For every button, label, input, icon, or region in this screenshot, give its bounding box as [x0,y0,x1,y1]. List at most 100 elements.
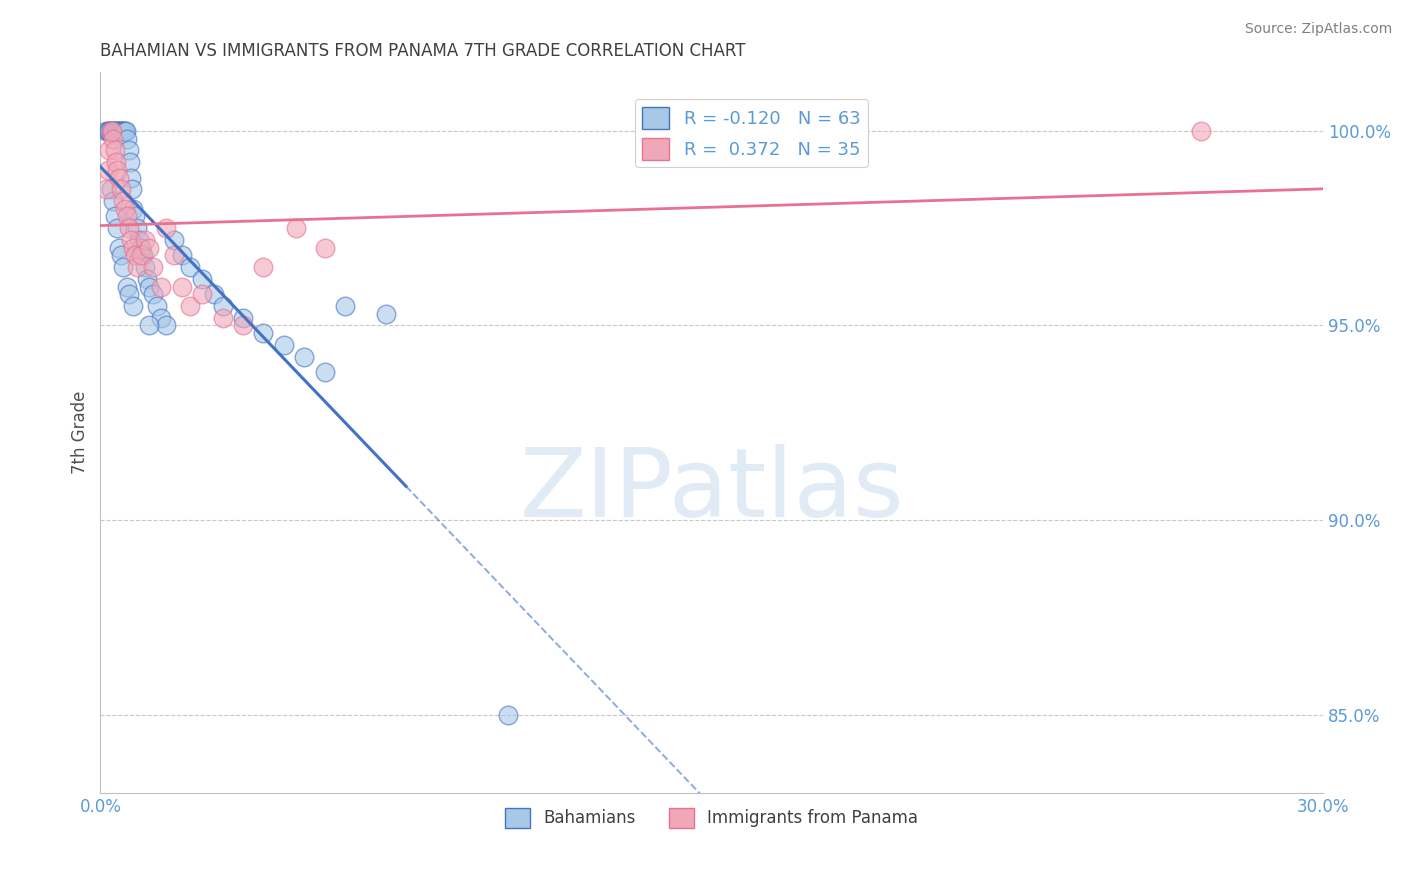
Point [97,143,120,157]
Point [105,221,128,235]
Point [150,279,173,293]
Point [105,124,128,138]
Point [232,310,254,325]
Point [150,310,173,325]
Point [142,260,165,274]
Point [134,233,156,247]
Point [110,124,132,138]
Point [374,307,396,321]
Point [110,124,132,138]
Point [170,248,193,262]
Point [252,260,274,274]
Point [179,260,201,274]
Point [121,182,143,196]
Point [191,287,214,301]
Point [134,260,156,274]
Point [118,221,141,235]
Point [122,299,145,313]
Point [120,233,142,247]
Point [163,233,186,247]
Point [211,310,233,325]
Point [163,248,186,262]
Point [125,221,148,235]
Point [124,210,146,224]
Point [100,124,122,138]
Point [120,170,142,185]
Point [146,299,169,313]
Point [114,124,136,138]
Point [314,365,336,379]
Point [155,318,177,333]
Point [129,241,152,255]
Point [496,707,519,722]
Point [204,287,226,301]
Point [292,350,315,364]
Point [118,155,141,169]
Text: ZIPatlas: ZIPatlas [519,443,904,537]
Point [96,124,118,138]
Point [104,210,127,224]
Point [211,299,233,313]
Point [111,260,134,274]
Point [142,287,165,301]
Point [118,143,141,157]
Point [273,338,295,352]
Point [122,241,145,255]
Point [124,248,146,262]
Point [97,124,120,138]
Point [129,248,152,262]
Point [98,124,121,138]
Point [125,260,148,274]
Point [128,233,150,247]
Point [122,202,145,216]
Point [104,124,127,138]
Point [333,299,356,313]
Point [110,248,132,262]
Point [100,124,122,138]
Point [114,202,136,216]
Point [100,124,122,138]
Point [138,279,160,293]
Point [115,210,138,224]
Point [136,272,159,286]
Point [100,182,122,196]
Point [111,194,134,208]
Text: BAHAMIAN VS IMMIGRANTS FROM PANAMA 7TH GRADE CORRELATION CHART: BAHAMIAN VS IMMIGRANTS FROM PANAMA 7TH G… [100,42,745,60]
Point [285,221,308,235]
Point [155,221,177,235]
Point [108,124,131,138]
Point [115,279,138,293]
Point [115,131,138,145]
Point [314,241,336,255]
Text: Source: ZipAtlas.com: Source: ZipAtlas.com [1244,22,1392,37]
Point [107,124,129,138]
Point [1189,124,1212,138]
Point [101,194,124,208]
Point [104,124,127,138]
Point [138,241,160,255]
Point [104,155,127,169]
Legend: Bahamians, Immigrants from Panama: Bahamians, Immigrants from Panama [498,801,925,835]
Point [97,124,120,138]
Point [107,241,129,255]
Point [112,124,135,138]
Point [101,124,124,138]
Point [191,272,214,286]
Point [111,124,134,138]
Point [107,162,129,177]
Point [252,326,274,341]
Point [100,124,122,138]
Point [103,124,125,138]
Point [114,124,136,138]
Point [170,279,193,293]
Point [232,318,254,333]
Point [118,287,141,301]
Point [107,124,129,138]
Y-axis label: 7th Grade: 7th Grade [72,391,89,475]
Point [104,143,127,157]
Point [132,248,155,262]
Point [101,131,124,145]
Point [97,162,120,177]
Point [179,299,201,313]
Point [110,182,132,196]
